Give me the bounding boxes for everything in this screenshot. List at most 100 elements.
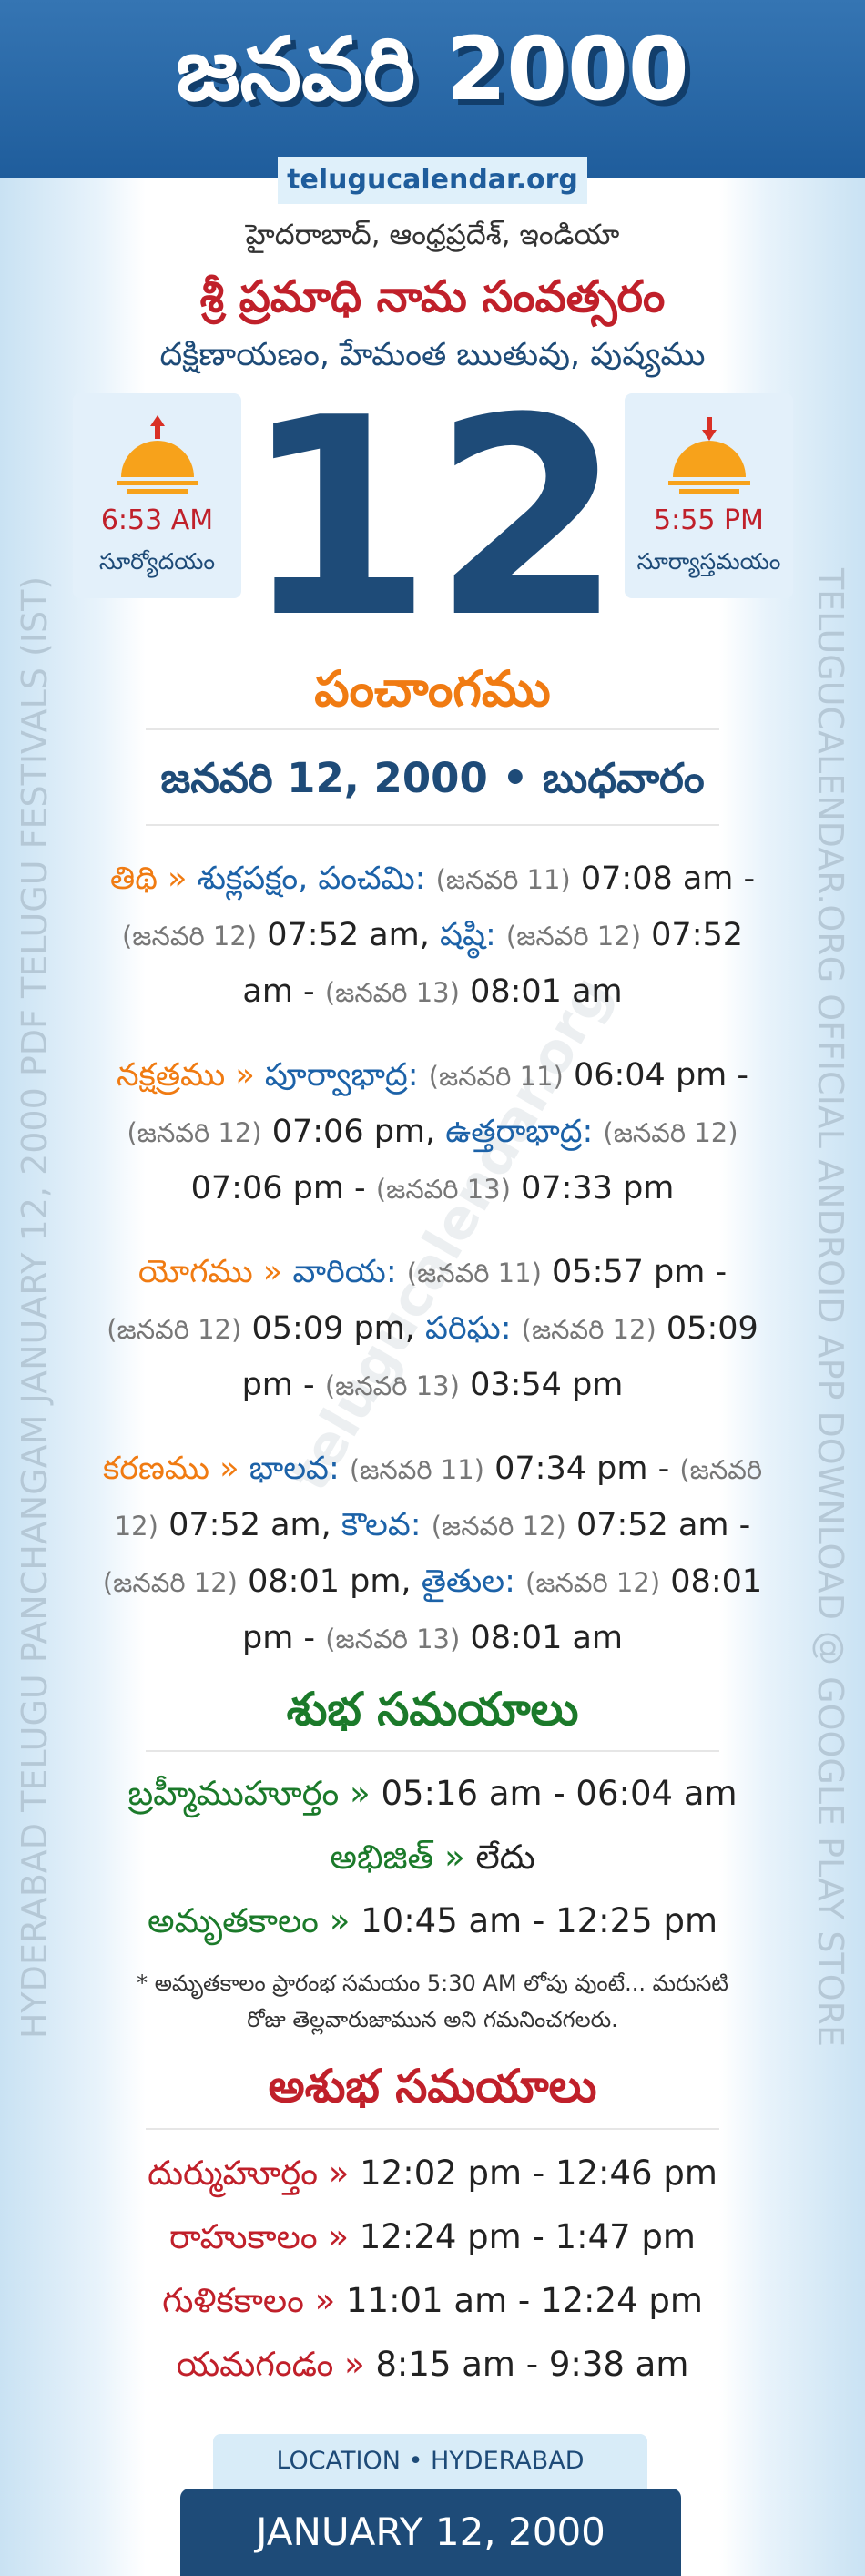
- entry-name: శుక్లపక్షం, పంచమి:: [197, 860, 426, 897]
- entry-from-day: (జనవరి 11): [435, 864, 571, 895]
- entry-name: ఉత్తరాభాద్ర:: [445, 1114, 594, 1150]
- sunrise-icon: [116, 415, 198, 494]
- entry-to-time: 05:09 pm,: [251, 1310, 415, 1347]
- entry-to-time: 08:01 am: [470, 973, 623, 1010]
- entry-name: పూర్వాభాద్ర:: [264, 1057, 419, 1094]
- entry-from-day: (జనవరి 12): [505, 921, 642, 952]
- panchangam-item: నక్షత్రము » పూర్వాభాద్ర: (జనవరి 11) 06:0…: [100, 1048, 765, 1217]
- entry-name: వారియ:: [292, 1254, 397, 1290]
- entry-from-time: 07:34 pm -: [494, 1451, 670, 1487]
- item-label: తిథి »: [109, 860, 188, 897]
- time-label: అమృతకాలం »: [147, 1901, 351, 1940]
- sunrise-box: 6:53 AM సూర్యోదయం: [73, 393, 241, 598]
- sunset-time: 5:55 PM: [654, 504, 764, 536]
- entry-to-day: (జనవరి 13): [375, 1174, 511, 1205]
- entry-from-time: 07:06 pm -: [190, 1170, 366, 1207]
- divider: [146, 2128, 719, 2130]
- entry-from-day: (జనవరి 12): [431, 1511, 566, 1542]
- entry-name: కౌలవ:: [341, 1507, 422, 1543]
- day-number: 12: [242, 360, 623, 677]
- entry-to-day: (జనవరి 12): [121, 921, 258, 952]
- time-label: బ్రహ్మీముహూర్తం »: [127, 1774, 371, 1813]
- panchangam-date: జనవరి 12, 2000 • బుధవారం: [160, 754, 705, 802]
- entry-from-day: (జనవరి 12): [603, 1117, 738, 1148]
- item-label: యోగము »: [137, 1254, 283, 1290]
- entry-to-time: 07:52 am,: [168, 1507, 331, 1543]
- item-label: నక్షత్రము »: [116, 1057, 255, 1094]
- entry-from-day: (జనవరి 11): [428, 1061, 564, 1092]
- time-value: 8:15 am - 9:38 am: [375, 2345, 689, 2384]
- entry-from-day: (జనవరి 11): [349, 1454, 484, 1485]
- entry-from-time: 08:01 pm -: [241, 1563, 763, 1656]
- time-label: అభిజిత్ »: [330, 1838, 465, 1877]
- entry-to-day: (జనవరి 12): [114, 1454, 763, 1542]
- entry-name: తైతుల:: [421, 1563, 515, 1600]
- time-value: లేదు: [475, 1838, 535, 1877]
- entry-to-day: (జనవరి 12): [102, 1567, 238, 1598]
- panchangam-heading: పంచాంగము: [314, 660, 551, 718]
- season: దక్షిణాయణం, హేమంత ఋతువు, పుష్యము: [159, 337, 706, 373]
- divider: [146, 824, 719, 826]
- time-value: 05:16 am - 06:04 am: [381, 1774, 738, 1813]
- shubha-heading: శుభ సమయాలు: [286, 1683, 579, 1736]
- entry-name: భాలవ:: [249, 1451, 340, 1487]
- time-label: యమగండం »: [176, 2345, 365, 2384]
- sunrise-time: 6:53 AM: [100, 504, 214, 536]
- time-row: బ్రహ్మీముహూర్తం » 05:16 am - 06:04 am: [0, 1774, 865, 1821]
- entry-to-time: 08:01 pm,: [248, 1563, 412, 1600]
- entry-from-time: 07:52 am -: [575, 1507, 751, 1543]
- time-value: 12:24 pm - 1:47 pm: [359, 2217, 696, 2256]
- time-row: అమృతకాలం » 10:45 am - 12:25 pm: [0, 1901, 865, 1949]
- location: హైదరాబాద్, ఆంధ్రప్రదేశ్, ఇండియా: [245, 219, 620, 251]
- entry-to-time: 03:54 pm: [470, 1367, 624, 1403]
- entry-to-day: (జనవరి 12): [127, 1117, 262, 1148]
- entry-from-time: 05:57 pm -: [552, 1254, 728, 1290]
- header-band: [0, 0, 865, 178]
- entry-from-time: 07:08 am -: [580, 860, 756, 897]
- entry-name: షష్ఠి:: [440, 917, 496, 953]
- panchangam-item: యోగము » వారియ: (జనవరి 11) 05:57 pm - (జన…: [100, 1245, 765, 1414]
- item-label: కరణము »: [102, 1451, 239, 1487]
- time-value: 12:02 pm - 12:46 pm: [360, 2153, 717, 2193]
- entry-from-time: 05:09 pm -: [241, 1310, 758, 1403]
- entry-to-day: (జనవరి 13): [324, 977, 460, 1008]
- sunset-box: 5:55 PM సూర్యాస్తమయం: [625, 393, 793, 598]
- site-link[interactable]: telugucalendar.org: [278, 157, 587, 204]
- panchangam-list: తిథి » శుక్లపక్షం, పంచమి: (జనవరి 11) 07:…: [100, 851, 765, 1695]
- time-row: యమగండం » 8:15 am - 9:38 am: [0, 2345, 865, 2392]
- note: * అమృతకాలం ప్రారంభ సమయం 5:30 AM లోపు వుం…: [137, 1970, 728, 2032]
- panchangam-item: కరణము » భాలవ: (జనవరి 11) 07:34 pm - (జనవ…: [100, 1441, 765, 1667]
- entry-to-day: (జనవరి 12): [107, 1314, 242, 1345]
- entry-to-time: 08:01 am: [470, 1620, 624, 1656]
- time-row: అభిజిత్ » లేదు: [0, 1838, 865, 1885]
- entry-from-time: 07:52 am -: [242, 917, 744, 1010]
- time-row: గుళికకాలం » 11:01 am - 12:24 pm: [0, 2281, 865, 2328]
- ashubha-heading: అశుభ సమయాలు: [268, 2060, 597, 2113]
- footer-location: LOCATION • HYDERABAD: [213, 2434, 647, 2489]
- time-value: 10:45 am - 12:25 pm: [361, 1901, 718, 1940]
- entry-to-time: 07:06 pm,: [271, 1114, 436, 1150]
- sunset-label: సూర్యాస్తమయం: [636, 548, 781, 575]
- entry-from-day: (జనవరి 12): [521, 1314, 656, 1345]
- entry-to-day: (జనవరి 13): [325, 1624, 461, 1655]
- time-row: దుర్ముహూర్తం » 12:02 pm - 12:46 pm: [0, 2153, 865, 2201]
- entry-to-day: (జనవరి 13): [324, 1370, 460, 1401]
- header-title: జనవరి 2000: [176, 18, 689, 120]
- divider: [146, 1750, 719, 1752]
- panchangam-item: తిథి » శుక్లపక్షం, పంచమి: (జనవరి 11) 07:…: [100, 851, 765, 1021]
- entry-from-day: (జనవరి 11): [406, 1257, 542, 1288]
- time-row: రాహుకాలం » 12:24 pm - 1:47 pm: [0, 2217, 865, 2265]
- footer-date: JANUARY 12, 2000: [180, 2489, 681, 2576]
- sunset-icon: [667, 417, 750, 494]
- entry-name: పరిఘ:: [425, 1310, 512, 1347]
- entry-to-time: 07:52 am,: [267, 917, 430, 953]
- entry-to-time: 07:33 pm: [521, 1170, 675, 1207]
- samvatsaram: శ్రీ ప్రమాధి నామ సంవత్సరం: [199, 271, 666, 322]
- entry-from-day: (జనవరి 12): [525, 1567, 661, 1598]
- time-label: గుళికకాలం »: [162, 2281, 336, 2320]
- divider: [146, 728, 719, 730]
- time-label: రాహుకాలం »: [169, 2217, 349, 2256]
- time-value: 11:01 am - 12:24 pm: [346, 2281, 703, 2320]
- entry-from-time: 06:04 pm -: [573, 1057, 749, 1094]
